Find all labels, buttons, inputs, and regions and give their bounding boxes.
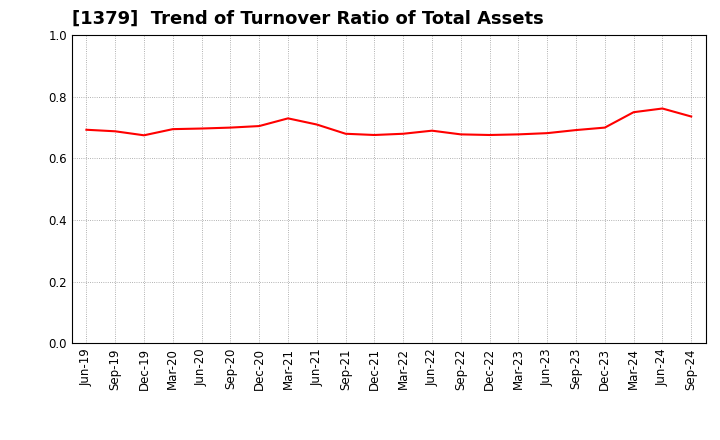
Text: [1379]  Trend of Turnover Ratio of Total Assets: [1379] Trend of Turnover Ratio of Total …: [72, 10, 544, 28]
